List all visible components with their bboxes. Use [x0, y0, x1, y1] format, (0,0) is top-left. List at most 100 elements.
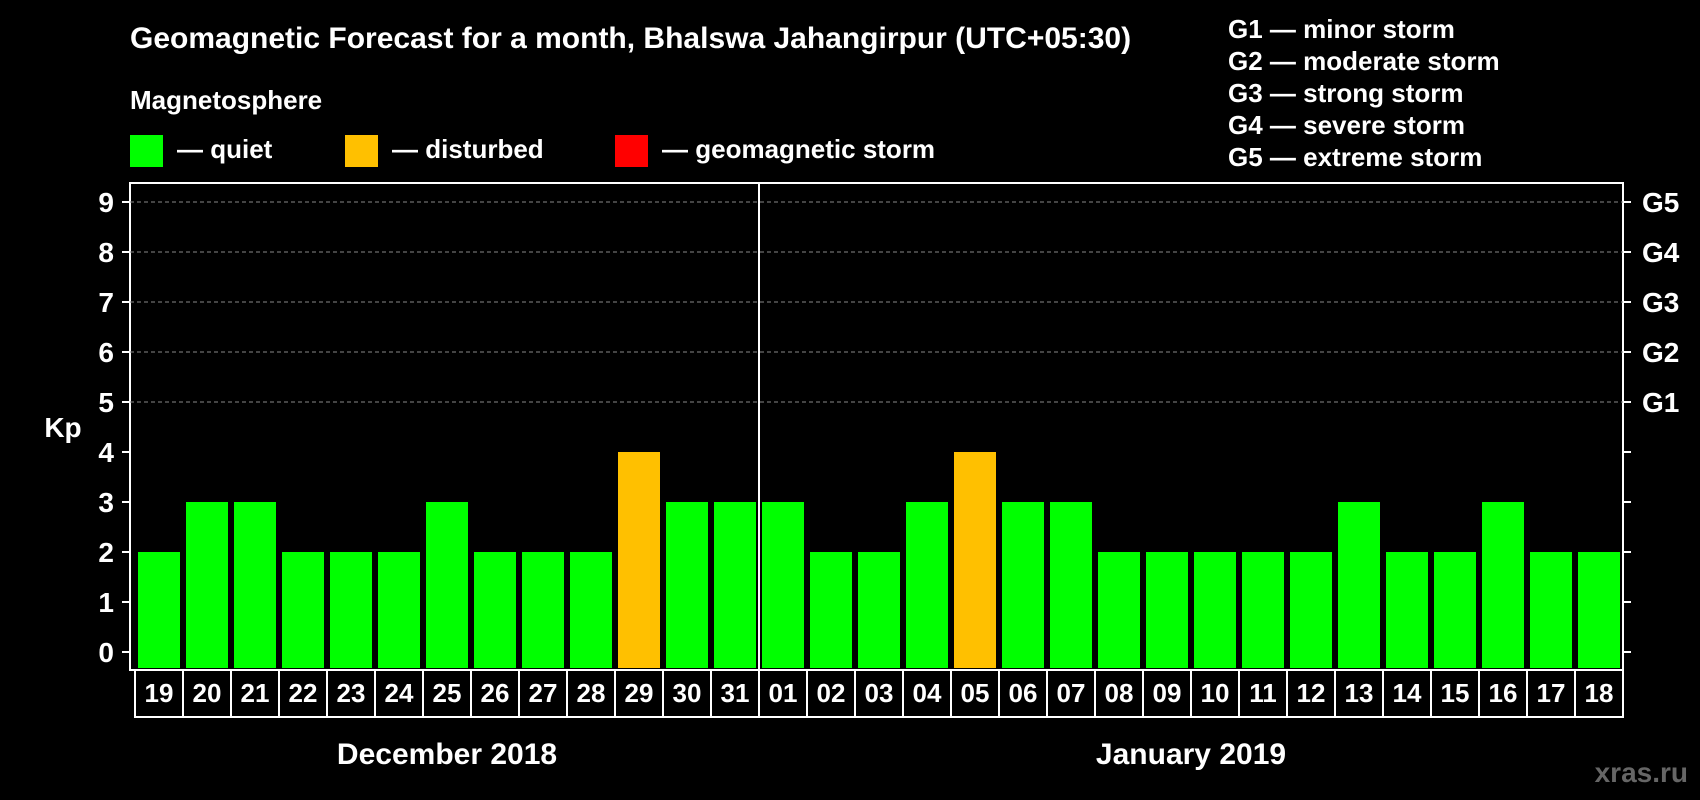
bar [1242, 552, 1284, 668]
bar [1482, 502, 1524, 668]
day-label: 21 [241, 678, 270, 708]
gridlines [130, 201, 1623, 403]
y-tick-label: 2 [98, 537, 114, 568]
bar [186, 502, 228, 668]
day-axis-box [134, 669, 1624, 718]
day-label: 29 [625, 678, 654, 708]
day-label: 03 [865, 678, 894, 708]
day-label: 12 [1297, 678, 1326, 708]
bar [234, 502, 276, 668]
day-label: 13 [1345, 678, 1374, 708]
storm-scale-item: G2 — moderate storm [1228, 46, 1500, 76]
bar [1434, 552, 1476, 668]
day-label: 28 [577, 678, 606, 708]
storm-scale-item: G1 — minor storm [1228, 14, 1455, 44]
legend-swatch [615, 135, 648, 167]
y-tick-label: 6 [98, 337, 114, 368]
bar [1578, 552, 1620, 668]
bar [1338, 502, 1380, 668]
day-label: 24 [385, 678, 414, 708]
bar [570, 552, 612, 668]
day-label: 16 [1489, 678, 1518, 708]
bar [1002, 502, 1044, 668]
storm-scale-item: G5 — extreme storm [1228, 142, 1482, 172]
month-labels: December 2018 January 2019 [337, 738, 1286, 771]
bar [474, 552, 516, 668]
day-label: 20 [193, 678, 222, 708]
bar [426, 502, 468, 668]
bar [762, 502, 804, 668]
bar [1290, 552, 1332, 668]
day-label: 27 [529, 678, 558, 708]
bar [1098, 552, 1140, 668]
bar [1146, 552, 1188, 668]
day-label: 14 [1393, 678, 1422, 708]
y-axis: 0 1 2 3 4 5 6 7 8 9 [98, 187, 130, 668]
month-label: December 2018 [337, 738, 557, 771]
bar [954, 452, 996, 668]
storm-scale-item: G3 — strong storm [1228, 78, 1463, 108]
y-tick-label: 0 [98, 637, 114, 668]
day-label: 18 [1585, 678, 1614, 708]
legend-swatch [345, 135, 378, 167]
day-label: 10 [1201, 678, 1230, 708]
day-label: 30 [673, 678, 702, 708]
storm-level-label: G5 [1642, 187, 1679, 218]
day-label: 25 [433, 678, 462, 708]
right-axis-storm-levels: G1 G2 G3 G4 G5 [1623, 187, 1680, 653]
day-label: 17 [1537, 678, 1566, 708]
month-label: January 2019 [1096, 738, 1286, 771]
day-label: 04 [913, 678, 942, 708]
storm-level-label: G4 [1642, 237, 1680, 268]
bars [138, 452, 1620, 668]
y-tick-label: 3 [98, 487, 114, 518]
legend: — quiet — disturbed — geomagnetic storm [130, 134, 935, 167]
y-tick-label: 7 [98, 287, 114, 318]
y-axis-label: Kp [44, 412, 81, 443]
storm-level-label: G1 [1642, 387, 1679, 418]
watermark: xras.ru [1595, 757, 1688, 788]
day-label: 15 [1441, 678, 1470, 708]
y-tick-label: 1 [98, 587, 114, 618]
day-axis: 19 20 21 22 23 24 25 26 27 28 29 30 31 01 02 03 04 05 06 07… [134, 669, 1624, 718]
day-label: 06 [1009, 678, 1038, 708]
bar [1194, 552, 1236, 668]
day-label: 22 [289, 678, 318, 708]
bar [714, 502, 756, 668]
y-tick-label: 5 [98, 387, 114, 418]
bar [1530, 552, 1572, 668]
bar [810, 552, 852, 668]
day-label: 01 [769, 678, 798, 708]
legend-label: — quiet [177, 134, 273, 164]
storm-scale-item: G4 — severe storm [1228, 110, 1465, 140]
day-label: 31 [721, 678, 750, 708]
bar [138, 552, 180, 668]
legend-label: — disturbed [392, 134, 544, 164]
y-tick-label: 4 [98, 437, 114, 468]
legend-swatch [130, 135, 163, 167]
day-label: 08 [1105, 678, 1134, 708]
day-label: 05 [961, 678, 990, 708]
bar [282, 552, 324, 668]
bar [666, 502, 708, 668]
y-tick-label: 9 [98, 187, 114, 218]
bar [378, 552, 420, 668]
day-label: 09 [1153, 678, 1182, 708]
legend-heading: Magnetosphere [130, 85, 322, 115]
bar [330, 552, 372, 668]
day-label: 11 [1249, 678, 1277, 708]
storm-level-label: G3 [1642, 287, 1679, 318]
day-label: 07 [1057, 678, 1086, 708]
day-label: 19 [145, 678, 174, 708]
chart-title: Geomagnetic Forecast for a month, Bhalsw… [130, 22, 1131, 55]
day-label: 26 [481, 678, 510, 708]
bar [522, 552, 564, 668]
legend-label: — geomagnetic storm [662, 134, 935, 164]
bar [1050, 502, 1092, 668]
day-label: 02 [817, 678, 846, 708]
day-label: 23 [337, 678, 366, 708]
y-tick-label: 8 [98, 237, 114, 268]
bar [618, 452, 660, 668]
